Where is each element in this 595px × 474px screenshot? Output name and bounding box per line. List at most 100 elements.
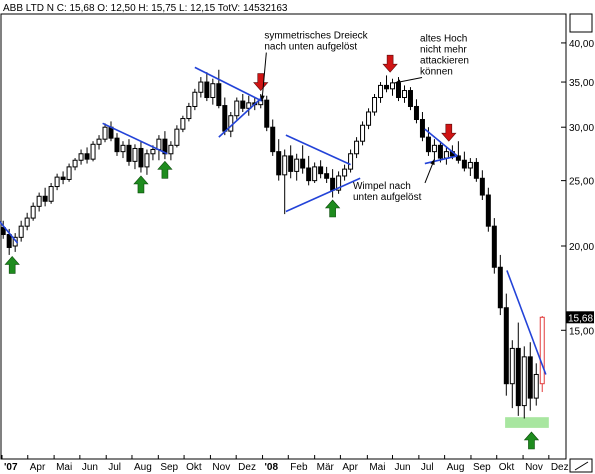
candle-body: [306, 167, 312, 182]
candle-body: [384, 84, 390, 90]
candle-body: [114, 137, 120, 153]
x-tick-label: Jun: [395, 462, 411, 473]
trendline: [285, 177, 361, 213]
candle: [126, 139, 132, 166]
candle: [96, 135, 102, 150]
candle: [491, 218, 497, 274]
candle: [407, 87, 413, 111]
candle: [348, 149, 354, 173]
candle: [318, 160, 324, 179]
candle: [360, 121, 366, 146]
candle-body: [366, 111, 372, 126]
x-tick-label: Mai: [369, 462, 385, 473]
candle-body: [324, 173, 330, 179]
candle-body: [473, 161, 479, 179]
candle-body: [180, 118, 186, 130]
candle-body: [6, 234, 12, 248]
y-tick-label: 20,00: [569, 242, 594, 253]
candle-body: [108, 126, 114, 139]
y-tick-label: 15,00: [569, 326, 594, 337]
candle-body: [54, 176, 60, 188]
candle: [48, 182, 54, 204]
candle: [515, 322, 521, 416]
candle-body: [96, 138, 102, 145]
candle: [30, 202, 36, 221]
candle-body: [24, 217, 30, 227]
candle-body: [48, 186, 54, 202]
annotation-arrowhead: [394, 79, 401, 85]
trendline: [424, 155, 458, 165]
x-tick-label: Dez: [238, 462, 256, 473]
candle: [390, 78, 396, 96]
candle: [336, 171, 342, 194]
candle-body: [90, 143, 96, 160]
candle-body: [138, 147, 144, 168]
x-tick-label: Dez: [551, 462, 569, 473]
candle: [264, 95, 270, 132]
candle-body: [60, 176, 66, 180]
candle: [0, 220, 6, 239]
candle: [306, 155, 312, 186]
annotation-text: nach unten aufgelöst: [264, 42, 357, 53]
candle: [24, 212, 30, 231]
annotation-text: attackieren: [420, 55, 469, 66]
top-right-box: [569, 13, 593, 33]
candle-body: [407, 90, 413, 107]
candle: [246, 95, 252, 116]
x-tick-label: Apr: [30, 462, 46, 473]
candle-body: [443, 151, 449, 159]
candle: [90, 141, 96, 162]
candle: [401, 85, 407, 103]
annotation-text: altes Hoch: [420, 33, 467, 44]
candle-body: [485, 194, 491, 227]
x-tick-label: Jun: [82, 462, 98, 473]
candles-layer: [0, 69, 545, 419]
support-zone: [505, 417, 549, 428]
candle-body: [198, 81, 204, 93]
x-tick-label: Nov: [525, 462, 543, 473]
y-axis: 40,00 35,00 30,00 25,00 20,00 15,00 15,68: [561, 39, 594, 337]
arrow-up-icon: [324, 199, 341, 218]
candle-body: [216, 83, 222, 107]
x-tick-label: Jul: [108, 462, 121, 473]
x-tick-label: Jul: [421, 462, 434, 473]
arrow-up-icon: [4, 255, 20, 274]
y-tick-label: 35,00: [569, 78, 594, 89]
arrow-up-icon: [523, 431, 540, 450]
candle: [204, 72, 210, 102]
candle-body: [330, 177, 336, 191]
support-zone-layer: [505, 417, 549, 428]
candle: [461, 151, 467, 172]
annotation-text: symmetrisches Dreieck: [264, 31, 368, 42]
candle-body: [18, 225, 24, 238]
candle-body: [521, 356, 527, 407]
candle-body: [467, 161, 473, 169]
candle: [144, 149, 150, 175]
candle-body: [246, 102, 252, 109]
candle: [366, 108, 372, 130]
candle: [467, 158, 473, 176]
candle: [455, 141, 461, 164]
candle-body: [144, 153, 150, 168]
candle: [497, 254, 503, 316]
y-tick-label: 30,00: [569, 123, 594, 134]
candle: [437, 141, 443, 163]
x-axis: '07 Apr Mai Jun Jul Aug Sep Okt Nov Dez '08 Feb Mär A…: [1, 455, 569, 473]
candle: [324, 166, 330, 183]
annotation-arrowhead: [260, 95, 265, 102]
candle-body: [336, 175, 342, 191]
candle: [36, 192, 42, 212]
x-tick-label: Sep: [473, 462, 491, 473]
candle: [431, 139, 437, 161]
candle: [288, 145, 294, 179]
trendline: [0, 220, 19, 244]
candle-body: [413, 105, 419, 120]
candle-body: [479, 177, 485, 196]
x-tick-label: Apr: [342, 462, 358, 473]
trendline: [424, 128, 458, 157]
trendline: [194, 66, 263, 102]
arrow-down-icon: [253, 73, 269, 91]
